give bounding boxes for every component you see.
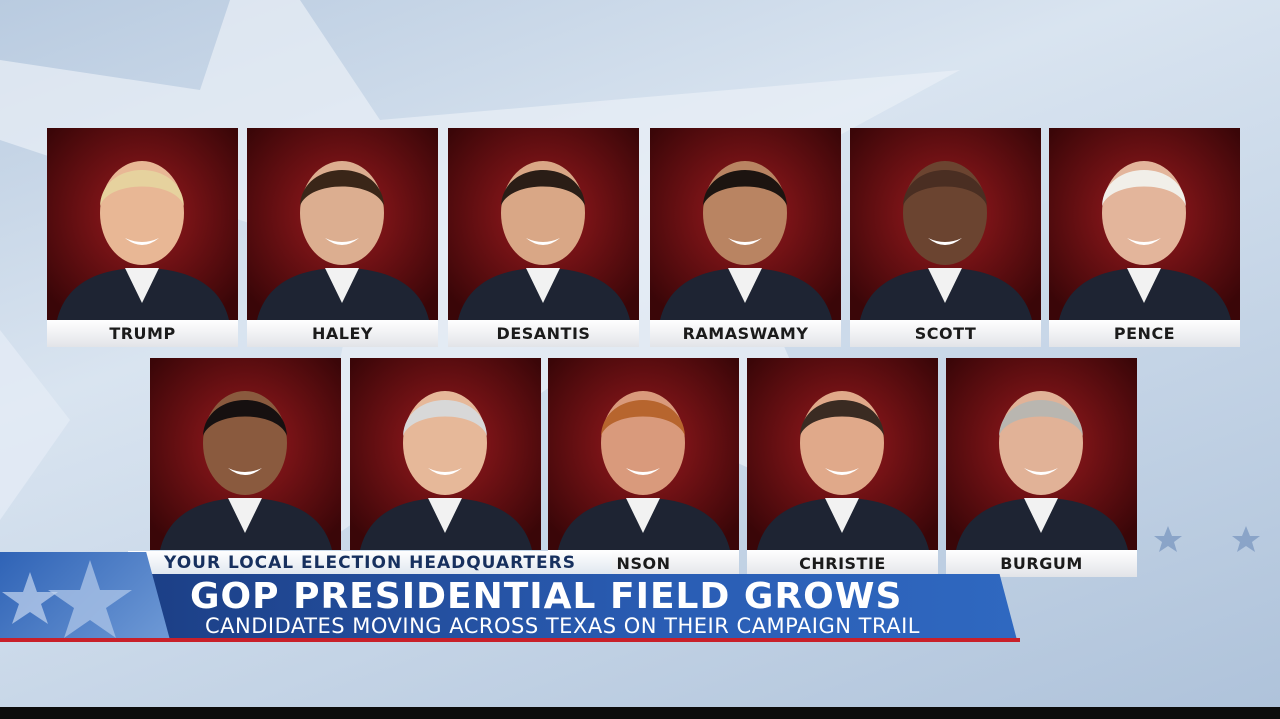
candidate-card: [150, 358, 341, 550]
candidate-card: HALEY: [247, 128, 438, 347]
banner-headline: GOP PRESIDENTIAL FIELD GROWS: [190, 576, 903, 617]
candidate-name: DESANTIS: [448, 320, 639, 347]
banner-star-box: [0, 552, 170, 640]
candidate-photo: [350, 358, 541, 550]
candidate-photo: [247, 128, 438, 320]
candidate-name: RAMASWAMY: [650, 320, 841, 347]
candidate-photo: [150, 358, 341, 550]
candidate-photo: [850, 128, 1041, 320]
candidate-photo: [47, 128, 238, 320]
candidate-name: HALEY: [247, 320, 438, 347]
candidate-card: TRUMP: [47, 128, 238, 347]
candidate-photo: [946, 358, 1137, 550]
candidate-photo: [747, 358, 938, 550]
candidate-card: PENCE: [1049, 128, 1240, 347]
candidate-name: CHRISTIE: [747, 550, 938, 577]
candidate-photo: [650, 128, 841, 320]
candidate-card: DESANTIS: [448, 128, 639, 347]
candidate-name: BURGUM: [946, 550, 1137, 577]
banner-kicker: YOUR LOCAL ELECTION HEADQUARTERS: [128, 551, 612, 575]
candidate-card: [350, 358, 541, 550]
candidate-name: TRUMP: [47, 320, 238, 347]
candidate-card: CHRISTIE: [747, 358, 938, 577]
candidate-card: BURGUM: [946, 358, 1137, 577]
candidate-card: NSON: [548, 358, 739, 577]
candidate-photo: [548, 358, 739, 550]
candidate-card: RAMASWAMY: [650, 128, 841, 347]
star-icons: [2, 560, 132, 638]
banner-main: GOP PRESIDENTIAL FIELD GROWS CANDIDATES …: [145, 574, 1017, 640]
candidate-photo: [1049, 128, 1240, 320]
candidate-name: PENCE: [1049, 320, 1240, 347]
candidate-card: SCOTT: [850, 128, 1041, 347]
candidate-photo: [448, 128, 639, 320]
letterbox-bar: [0, 707, 1280, 719]
candidate-name: SCOTT: [850, 320, 1041, 347]
banner-subline: CANDIDATES MOVING ACROSS TEXAS ON THEIR …: [205, 614, 920, 638]
banner-rule: [0, 638, 1020, 642]
